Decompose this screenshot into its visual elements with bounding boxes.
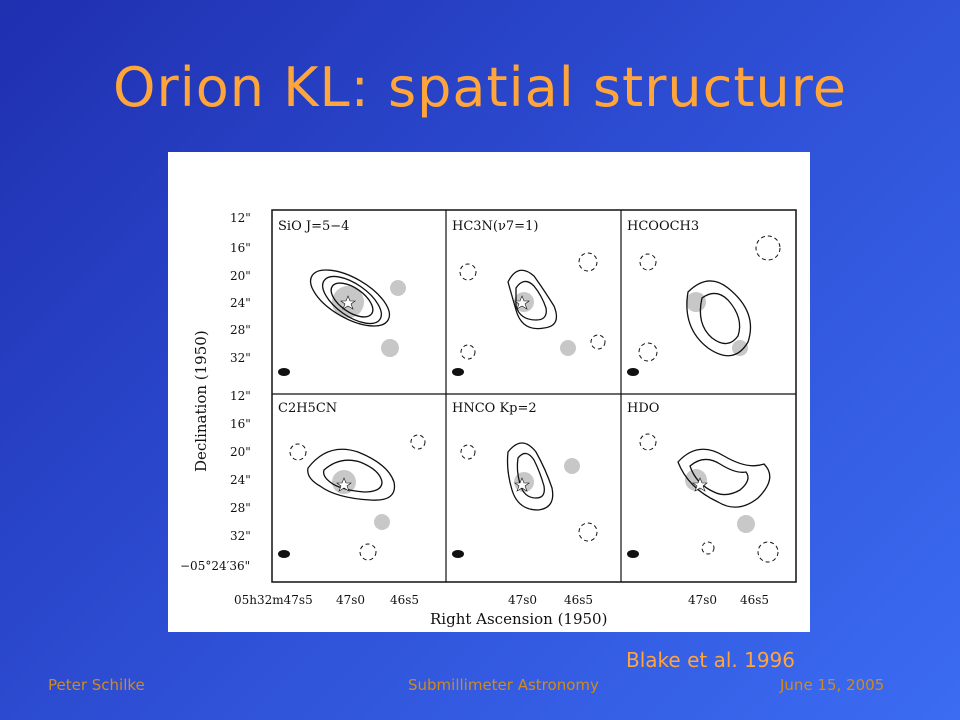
contour bbox=[689, 458, 749, 496]
dashed-contour bbox=[578, 522, 598, 542]
star-icon bbox=[514, 295, 530, 310]
y-axis-label: Declination (1950) bbox=[192, 330, 210, 472]
xtick-col2-0: 47s0 bbox=[508, 593, 537, 607]
beam-ellipse bbox=[452, 368, 464, 376]
ytick-top-32: 32" bbox=[230, 351, 251, 365]
source-stars bbox=[336, 295, 708, 492]
ytick-top-12: 12" bbox=[230, 211, 251, 225]
dashed-contour bbox=[289, 443, 307, 461]
star-icon bbox=[692, 477, 708, 492]
contour bbox=[516, 452, 545, 499]
contour bbox=[507, 269, 558, 330]
emission-blob bbox=[732, 340, 748, 356]
star-icon bbox=[514, 477, 530, 492]
contour bbox=[515, 280, 547, 321]
dashed-contour bbox=[460, 444, 476, 460]
contour bbox=[677, 448, 771, 508]
ytick-bot-dec: −05°24′36" bbox=[180, 559, 250, 573]
dashed-contour bbox=[460, 344, 476, 360]
star-icon bbox=[336, 477, 352, 492]
ytick-bot-20: 20" bbox=[230, 445, 251, 459]
xtick-col1-2: 46s5 bbox=[390, 593, 419, 607]
panel-label-hnco: HNCO Kp=2 bbox=[452, 401, 537, 416]
contour bbox=[307, 448, 396, 501]
dashed-contour bbox=[639, 433, 657, 451]
emission-blob bbox=[381, 339, 399, 357]
beam-ellipse bbox=[627, 550, 639, 558]
ytick-bot-28: 28" bbox=[230, 501, 251, 515]
ytick-bot-24: 24" bbox=[230, 473, 251, 487]
panel-label-c2h5cn: C2H5CN bbox=[278, 401, 337, 416]
dashed-contour bbox=[638, 342, 658, 362]
footer-author: Peter Schilke bbox=[48, 676, 145, 694]
emission-blob bbox=[374, 514, 390, 530]
map-frame bbox=[271, 209, 797, 583]
panel-label-hdo: HDO bbox=[627, 401, 659, 416]
contour bbox=[686, 280, 752, 357]
emission-blob bbox=[686, 292, 706, 312]
x-axis-label: Right Ascension (1950) bbox=[430, 610, 607, 628]
ytick-bot-12: 12" bbox=[230, 389, 251, 403]
emission-blob bbox=[564, 458, 580, 474]
xtick-col1-1: 47s0 bbox=[336, 593, 365, 607]
dashed-contours bbox=[289, 235, 781, 563]
slide-title: Orion KL: spatial structure bbox=[113, 56, 847, 119]
ytick-top-24: 24" bbox=[230, 296, 251, 310]
panel-label-hc3n: HC3N(ν7=1) bbox=[452, 219, 538, 234]
dashed-contour bbox=[701, 541, 715, 555]
emission-blob bbox=[390, 280, 406, 296]
footer-date: June 15, 2005 bbox=[780, 676, 885, 694]
emission-blob bbox=[737, 515, 755, 533]
dashed-contour bbox=[578, 252, 598, 272]
solid-contours bbox=[307, 269, 771, 511]
contour bbox=[699, 292, 741, 345]
contour bbox=[309, 269, 391, 327]
panel-label-hcooch3: HCOOCH3 bbox=[627, 219, 699, 234]
ytick-top-28: 28" bbox=[230, 323, 251, 337]
xtick-col1-0: 05h32m47s5 bbox=[234, 593, 313, 607]
star-icon bbox=[340, 295, 356, 310]
contour-map-svg: SiO J=5−4 HC3N(ν7=1) HCOOCH3 C2H5CN HNCO… bbox=[180, 209, 797, 628]
xtick-col3-1: 46s5 bbox=[740, 593, 769, 607]
dashed-contour bbox=[459, 263, 477, 281]
ytick-top-20: 20" bbox=[230, 269, 251, 283]
footer-course: Submillimeter Astronomy bbox=[408, 676, 599, 694]
dashed-contour bbox=[755, 235, 781, 261]
ytick-top-16: 16" bbox=[230, 241, 251, 255]
contour bbox=[322, 459, 383, 493]
emission-blob bbox=[560, 340, 576, 356]
beam-ellipse bbox=[452, 550, 464, 558]
xtick-col2-1: 46s5 bbox=[564, 593, 593, 607]
dashed-contour bbox=[590, 334, 606, 350]
beam-ellipse bbox=[278, 550, 290, 558]
beam-ellipse bbox=[627, 368, 639, 376]
dashed-contour bbox=[639, 253, 657, 271]
citation: Blake et al. 1996 bbox=[626, 648, 795, 672]
xtick-col3-0: 47s0 bbox=[688, 593, 717, 607]
contour bbox=[322, 275, 382, 325]
dashed-contour bbox=[359, 543, 377, 561]
dashed-contour bbox=[410, 434, 426, 450]
dashed-contour bbox=[757, 541, 779, 563]
panel-label-sio: SiO J=5−4 bbox=[278, 219, 349, 234]
ytick-bot-16: 16" bbox=[230, 417, 251, 431]
beam-markers bbox=[278, 368, 639, 558]
contour bbox=[330, 282, 374, 318]
contour bbox=[506, 442, 554, 511]
ytick-bot-32: 32" bbox=[230, 529, 251, 543]
beam-ellipse bbox=[278, 368, 290, 376]
contour-map-figure: SiO J=5−4 HC3N(ν7=1) HCOOCH3 C2H5CN HNCO… bbox=[168, 152, 810, 632]
